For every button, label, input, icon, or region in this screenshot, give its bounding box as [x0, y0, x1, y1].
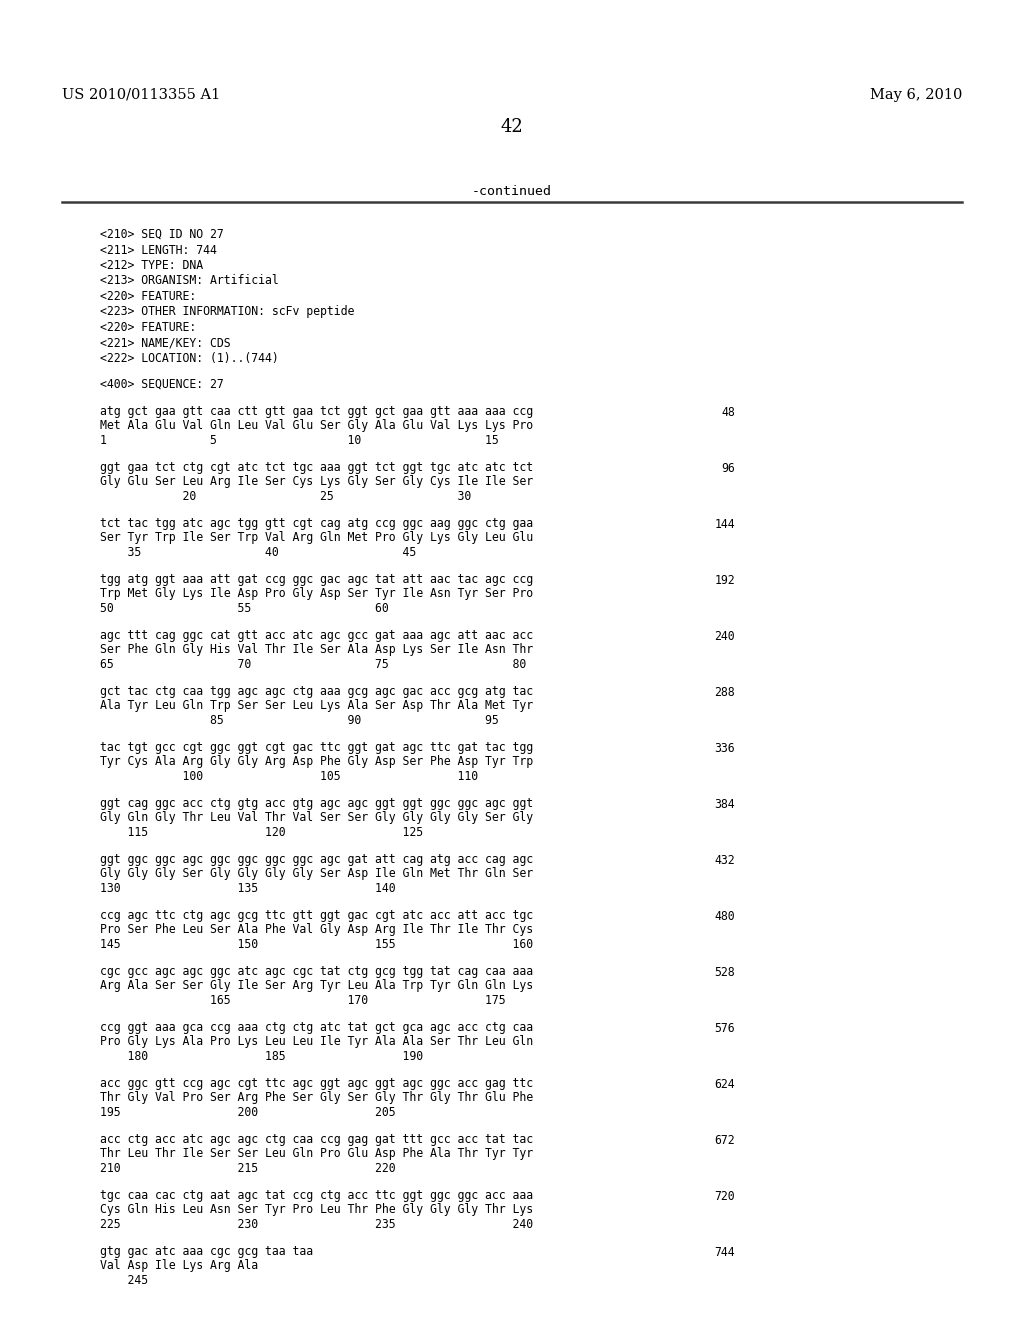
- Text: 192: 192: [715, 573, 735, 586]
- Text: 576: 576: [715, 1022, 735, 1035]
- Text: <223> OTHER INFORMATION: scFv peptide: <223> OTHER INFORMATION: scFv peptide: [100, 305, 354, 318]
- Text: 480: 480: [715, 909, 735, 923]
- Text: 48: 48: [721, 405, 735, 418]
- Text: <400> SEQUENCE: 27: <400> SEQUENCE: 27: [100, 378, 224, 391]
- Text: 85                  90                  95: 85 90 95: [100, 714, 499, 726]
- Text: acc ctg acc atc agc agc ctg caa ccg gag gat ttt gcc acc tat tac: acc ctg acc atc agc agc ctg caa ccg gag …: [100, 1134, 534, 1147]
- Text: 50                  55                  60: 50 55 60: [100, 602, 389, 615]
- Text: gct tac ctg caa tgg agc agc ctg aaa gcg agc gac acc gcg atg tac: gct tac ctg caa tgg agc agc ctg aaa gcg …: [100, 685, 534, 698]
- Text: tac tgt gcc cgt ggc ggt cgt gac ttc ggt gat agc ttc gat tac tgg: tac tgt gcc cgt ggc ggt cgt gac ttc ggt …: [100, 742, 534, 755]
- Text: <213> ORGANISM: Artificial: <213> ORGANISM: Artificial: [100, 275, 279, 288]
- Text: 528: 528: [715, 965, 735, 978]
- Text: tgc caa cac ctg aat agc tat ccg ctg acc ttc ggt ggc ggc acc aaa: tgc caa cac ctg aat agc tat ccg ctg acc …: [100, 1189, 534, 1203]
- Text: acc ggc gtt ccg agc cgt ttc agc ggt agc ggt agc ggc acc gag ttc: acc ggc gtt ccg agc cgt ttc agc ggt agc …: [100, 1077, 534, 1090]
- Text: 20                  25                  30: 20 25 30: [100, 490, 471, 503]
- Text: Ala Tyr Leu Gln Trp Ser Ser Leu Lys Ala Ser Asp Thr Ala Met Tyr: Ala Tyr Leu Gln Trp Ser Ser Leu Lys Ala …: [100, 700, 534, 713]
- Text: 245: 245: [100, 1274, 148, 1287]
- Text: Gly Glu Ser Leu Arg Ile Ser Cys Lys Gly Ser Gly Cys Ile Ile Ser: Gly Glu Ser Leu Arg Ile Ser Cys Lys Gly …: [100, 475, 534, 488]
- Text: 145                 150                 155                 160: 145 150 155 160: [100, 937, 534, 950]
- Text: 180                 185                 190: 180 185 190: [100, 1049, 423, 1063]
- Text: Thr Leu Thr Ile Ser Ser Leu Gln Pro Glu Asp Phe Ala Thr Tyr Tyr: Thr Leu Thr Ile Ser Ser Leu Gln Pro Glu …: [100, 1147, 534, 1160]
- Text: 624: 624: [715, 1077, 735, 1090]
- Text: tgg atg ggt aaa att gat ccg ggc gac agc tat att aac tac agc ccg: tgg atg ggt aaa att gat ccg ggc gac agc …: [100, 573, 534, 586]
- Text: 720: 720: [715, 1189, 735, 1203]
- Text: 35                  40                  45: 35 40 45: [100, 545, 416, 558]
- Text: 225                 230                 235                 240: 225 230 235 240: [100, 1217, 534, 1230]
- Text: Ser Phe Gln Gly His Val Thr Ile Ser Ala Asp Lys Ser Ile Asn Thr: Ser Phe Gln Gly His Val Thr Ile Ser Ala …: [100, 644, 534, 656]
- Text: 130                 135                 140: 130 135 140: [100, 882, 395, 895]
- Text: 165                 170                 175: 165 170 175: [100, 994, 506, 1006]
- Text: Arg Ala Ser Ser Gly Ile Ser Arg Tyr Leu Ala Trp Tyr Gln Gln Lys: Arg Ala Ser Ser Gly Ile Ser Arg Tyr Leu …: [100, 979, 534, 993]
- Text: Thr Gly Val Pro Ser Arg Phe Ser Gly Ser Gly Thr Gly Thr Glu Phe: Thr Gly Val Pro Ser Arg Phe Ser Gly Ser …: [100, 1092, 534, 1105]
- Text: 96: 96: [721, 462, 735, 474]
- Text: 100                 105                 110: 100 105 110: [100, 770, 478, 783]
- Text: gtg gac atc aaa cgc gcg taa taa: gtg gac atc aaa cgc gcg taa taa: [100, 1246, 313, 1258]
- Text: ccg ggt aaa gca ccg aaa ctg ctg atc tat gct gca agc acc ctg caa: ccg ggt aaa gca ccg aaa ctg ctg atc tat …: [100, 1022, 534, 1035]
- Text: <222> LOCATION: (1)..(744): <222> LOCATION: (1)..(744): [100, 352, 279, 366]
- Text: 42: 42: [501, 117, 523, 136]
- Text: Trp Met Gly Lys Ile Asp Pro Gly Asp Ser Tyr Ile Asn Tyr Ser Pro: Trp Met Gly Lys Ile Asp Pro Gly Asp Ser …: [100, 587, 534, 601]
- Text: Pro Gly Lys Ala Pro Lys Leu Leu Ile Tyr Ala Ala Ser Thr Leu Gln: Pro Gly Lys Ala Pro Lys Leu Leu Ile Tyr …: [100, 1035, 534, 1048]
- Text: ggt gaa tct ctg cgt atc tct tgc aaa ggt tct ggt tgc atc atc tct: ggt gaa tct ctg cgt atc tct tgc aaa ggt …: [100, 462, 534, 474]
- Text: 1               5                   10                  15: 1 5 10 15: [100, 433, 499, 446]
- Text: 432: 432: [715, 854, 735, 866]
- Text: 336: 336: [715, 742, 735, 755]
- Text: agc ttt cag ggc cat gtt acc atc agc gcc gat aaa agc att aac acc: agc ttt cag ggc cat gtt acc atc agc gcc …: [100, 630, 534, 643]
- Text: <220> FEATURE:: <220> FEATURE:: [100, 321, 197, 334]
- Text: Pro Ser Phe Leu Ser Ala Phe Val Gly Asp Arg Ile Thr Ile Thr Cys: Pro Ser Phe Leu Ser Ala Phe Val Gly Asp …: [100, 924, 534, 936]
- Text: ggt ggc ggc agc ggc ggc ggc ggc agc gat att cag atg acc cag agc: ggt ggc ggc agc ggc ggc ggc ggc agc gat …: [100, 854, 534, 866]
- Text: <211> LENGTH: 744: <211> LENGTH: 744: [100, 243, 217, 256]
- Text: May 6, 2010: May 6, 2010: [869, 88, 962, 102]
- Text: <220> FEATURE:: <220> FEATURE:: [100, 290, 197, 304]
- Text: <210> SEQ ID NO 27: <210> SEQ ID NO 27: [100, 228, 224, 242]
- Text: 744: 744: [715, 1246, 735, 1258]
- Text: -continued: -continued: [472, 185, 552, 198]
- Text: 240: 240: [715, 630, 735, 643]
- Text: Met Ala Glu Val Gln Leu Val Glu Ser Gly Ala Glu Val Lys Lys Pro: Met Ala Glu Val Gln Leu Val Glu Ser Gly …: [100, 420, 534, 433]
- Text: 195                 200                 205: 195 200 205: [100, 1106, 395, 1118]
- Text: 384: 384: [715, 797, 735, 810]
- Text: 288: 288: [715, 685, 735, 698]
- Text: 144: 144: [715, 517, 735, 531]
- Text: Gly Gly Gly Ser Gly Gly Gly Gly Ser Asp Ile Gln Met Thr Gln Ser: Gly Gly Gly Ser Gly Gly Gly Gly Ser Asp …: [100, 867, 534, 880]
- Text: atg gct gaa gtt caa ctt gtt gaa tct ggt gct gaa gtt aaa aaa ccg: atg gct gaa gtt caa ctt gtt gaa tct ggt …: [100, 405, 534, 418]
- Text: Val Asp Ile Lys Arg Ala: Val Asp Ile Lys Arg Ala: [100, 1259, 258, 1272]
- Text: cgc gcc agc agc ggc atc agc cgc tat ctg gcg tgg tat cag caa aaa: cgc gcc agc agc ggc atc agc cgc tat ctg …: [100, 965, 534, 978]
- Text: ggt cag ggc acc ctg gtg acc gtg agc agc ggt ggt ggc ggc agc ggt: ggt cag ggc acc ctg gtg acc gtg agc agc …: [100, 797, 534, 810]
- Text: <212> TYPE: DNA: <212> TYPE: DNA: [100, 259, 203, 272]
- Text: tct tac tgg atc agc tgg gtt cgt cag atg ccg ggc aag ggc ctg gaa: tct tac tgg atc agc tgg gtt cgt cag atg …: [100, 517, 534, 531]
- Text: Cys Gln His Leu Asn Ser Tyr Pro Leu Thr Phe Gly Gly Gly Thr Lys: Cys Gln His Leu Asn Ser Tyr Pro Leu Thr …: [100, 1204, 534, 1217]
- Text: <221> NAME/KEY: CDS: <221> NAME/KEY: CDS: [100, 337, 230, 350]
- Text: Ser Tyr Trp Ile Ser Trp Val Arg Gln Met Pro Gly Lys Gly Leu Glu: Ser Tyr Trp Ile Ser Trp Val Arg Gln Met …: [100, 532, 534, 544]
- Text: ccg agc ttc ctg agc gcg ttc gtt ggt gac cgt atc acc att acc tgc: ccg agc ttc ctg agc gcg ttc gtt ggt gac …: [100, 909, 534, 923]
- Text: US 2010/0113355 A1: US 2010/0113355 A1: [62, 88, 220, 102]
- Text: Tyr Cys Ala Arg Gly Gly Arg Asp Phe Gly Asp Ser Phe Asp Tyr Trp: Tyr Cys Ala Arg Gly Gly Arg Asp Phe Gly …: [100, 755, 534, 768]
- Text: 115                 120                 125: 115 120 125: [100, 825, 423, 838]
- Text: Gly Gln Gly Thr Leu Val Thr Val Ser Ser Gly Gly Gly Gly Ser Gly: Gly Gln Gly Thr Leu Val Thr Val Ser Ser …: [100, 812, 534, 825]
- Text: 65                  70                  75                  80: 65 70 75 80: [100, 657, 526, 671]
- Text: 672: 672: [715, 1134, 735, 1147]
- Text: 210                 215                 220: 210 215 220: [100, 1162, 395, 1175]
